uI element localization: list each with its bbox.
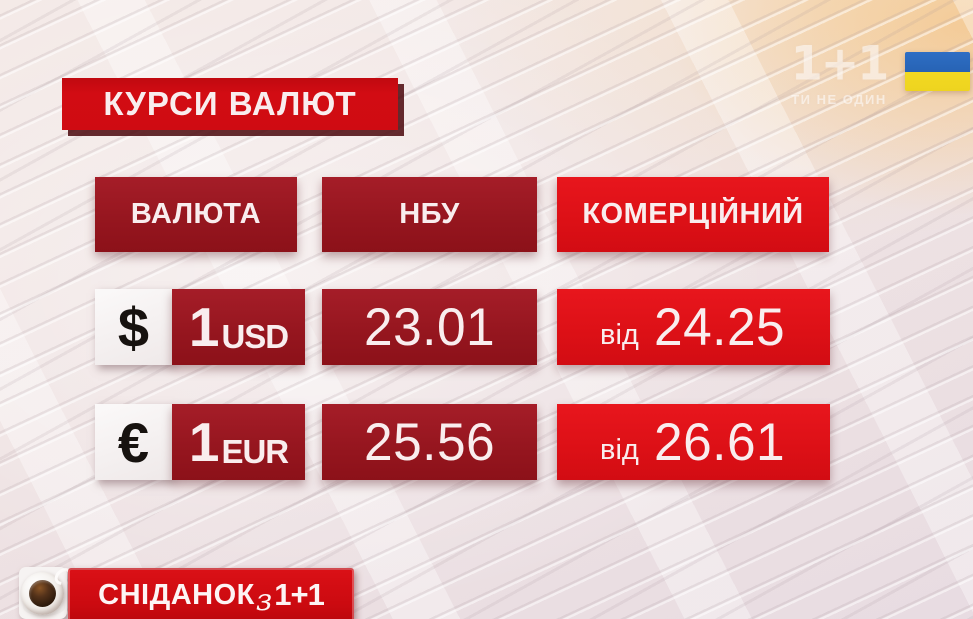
nbu-rate-eur-value: 25.56 — [363, 412, 496, 472]
show-name: СНІДАНОК — [98, 578, 255, 611]
channel-1plus1-logo-icon: 1+1 — [783, 40, 895, 87]
channel-slogan-text: ТИ НЕ ОДИН — [791, 92, 887, 107]
euro-sign-icon: € — [95, 404, 172, 480]
currency-symbol-usd: $ — [117, 295, 150, 359]
nbu-rate-eur: 25.56 — [322, 404, 537, 480]
unit-amount-eur: 1 — [188, 410, 220, 473]
unit-code-usd: USD — [221, 318, 289, 355]
currency-unit-eur: 1 EUR — [172, 404, 305, 480]
commercial-rate-eur-value: 26.61 — [653, 412, 785, 472]
unit-amount-usd: 1 — [188, 295, 220, 358]
coffee-icon — [29, 580, 56, 607]
column-header-currency: ВАЛЮТА — [95, 177, 297, 252]
column-header-nbu-label: НБУ — [399, 198, 460, 230]
ukraine-flag-icon — [905, 52, 970, 91]
commercial-prefix-eur: від — [600, 434, 639, 466]
commercial-rate-eur: від 26.61 — [557, 404, 830, 480]
unit-code-eur: EUR — [221, 433, 289, 470]
channel-slogan: ТИ НЕ ОДИН — [783, 92, 895, 107]
show-connector: з — [255, 582, 273, 618]
currency-symbol-eur: € — [117, 410, 150, 474]
commercial-prefix-usd: від — [600, 319, 639, 351]
show-logo-plate: СНІДАНОК з 1+1 — [68, 568, 354, 619]
page-title: КУРСИ ВАЛЮТ — [62, 78, 398, 130]
flag-blue-stripe — [905, 52, 970, 72]
page-title-label: КУРСИ ВАЛЮТ — [103, 85, 357, 122]
commercial-rate-usd-value: 24.25 — [653, 297, 785, 357]
column-header-currency-label: ВАЛЮТА — [130, 198, 262, 230]
commercial-rate-usd: від 24.25 — [557, 289, 830, 365]
nbu-rate-usd-value: 23.01 — [363, 297, 496, 357]
nbu-rate-usd: 23.01 — [322, 289, 537, 365]
channel-logo-text: 1+1 — [790, 35, 890, 91]
coffee-cup-icon — [21, 564, 76, 615]
flag-yellow-stripe — [905, 71, 970, 91]
column-header-commercial-label: КОМЕРЦІЙНИЙ — [582, 198, 804, 230]
currency-unit-usd: 1 USD — [172, 289, 305, 365]
column-header-nbu: НБУ — [322, 177, 537, 252]
column-header-commercial: КОМЕРЦІЙНИЙ — [557, 177, 829, 252]
show-channel: 1+1 — [274, 577, 325, 612]
dollar-sign-icon: $ — [95, 289, 172, 365]
